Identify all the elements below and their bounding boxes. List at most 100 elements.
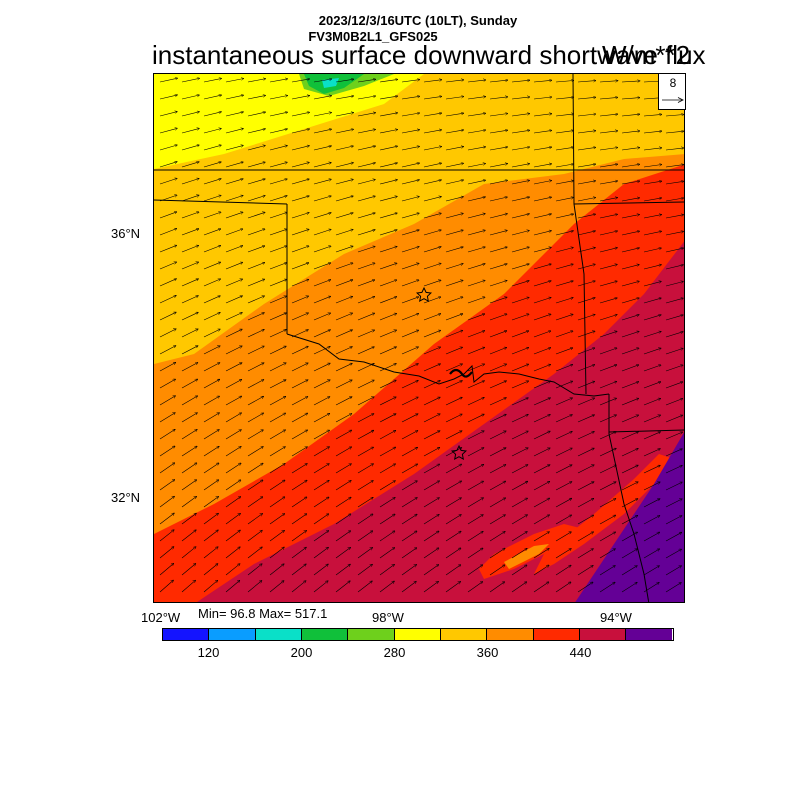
star-marker-okc [415,286,433,303]
wind-vector [467,147,486,151]
wind-vector [313,163,331,168]
colorbar-tick-label: 440 [569,645,592,660]
wind-vector [401,280,419,287]
map-canvas [154,74,684,602]
wind-vector [533,164,552,168]
wind-vector [423,498,439,508]
wind-vector [203,195,221,202]
wind-vector [269,279,287,287]
wind-vector [621,365,639,372]
wind-vector [181,78,200,83]
wind-vector [313,246,331,253]
wind-vector [203,446,219,457]
wind-vector [379,564,395,576]
wind-vector [335,380,352,389]
wind-vector [445,381,462,389]
wind-vector [467,481,484,491]
wind-vector [621,265,639,270]
wind-vector [533,398,551,406]
wind-vector [599,415,617,423]
wind-vector [621,515,638,525]
wind-vector [599,81,618,82]
wind-vector [247,179,265,185]
wind-vector [247,313,264,321]
lake-texoma [449,368,473,378]
wind-vector [621,382,639,389]
wind-vector [555,281,573,287]
wind-vector [533,130,552,134]
wind-vector [313,413,330,423]
wind-vector [445,163,464,168]
wind-vector [357,514,373,525]
wind-vector [357,113,376,117]
boundary-ar-la [608,429,684,433]
wind-vector [181,530,196,542]
wind-vector [247,514,263,525]
wind-vector [335,196,353,202]
wind-vector [269,497,285,508]
wind-vector [401,113,420,117]
boundary-ok-ar [572,74,587,395]
wind-vector [379,96,398,100]
wind-vector [511,515,528,525]
wind-vector [379,180,398,185]
wind-vector [335,447,352,457]
wind-vector [181,413,197,423]
wind-vector [445,314,463,321]
wind-vector [511,431,528,440]
wind-vector [511,565,527,576]
wind-vector [555,448,572,457]
wind-vector [181,312,198,321]
colorbar-tick-label: 360 [476,645,499,660]
wind-vector [291,179,309,185]
wind-vector [621,448,638,457]
wind-vector [489,314,507,321]
wind-vector [467,197,486,202]
wind-vector [379,146,398,151]
wind-vector [247,380,264,389]
wind-vector [489,414,506,423]
wind-vector [247,263,265,270]
wind-vector [489,180,508,185]
wind-vector [379,230,397,236]
wind-vector-field [159,78,684,593]
wind-vector [357,531,373,542]
wind-vector [313,96,332,100]
wind-vector [423,230,441,236]
lon-label-94w: 94°W [600,610,632,625]
wind-vector [423,96,442,100]
wind-vector [269,179,287,185]
wind-vector [401,414,418,423]
wind-vector [489,331,507,338]
wind-vector [533,114,552,117]
wind-vector [665,365,683,372]
wind-vector [203,246,221,253]
wind-vector [621,198,640,202]
wind-vector [643,566,659,576]
wind-vector [203,547,218,559]
wind-vector [445,464,462,474]
wind-vector [489,230,507,236]
wind-vector [379,447,396,457]
wind-vector [445,197,464,202]
wind-vector [225,112,244,117]
wind-vector [357,581,372,593]
wind-vector [181,195,199,202]
wind-vector [621,231,640,236]
wind-vector [467,414,484,423]
wind-vector [665,131,684,134]
wind-vector [203,279,221,287]
wind-vector [511,80,530,83]
colorbar-tick-label: 200 [290,645,313,660]
boundary-tx-la [608,394,650,602]
wind-vector [533,448,550,457]
wind-vector [445,147,464,151]
wind-vector [621,415,639,423]
colorbar-segment [487,629,534,640]
wind-vector [357,146,376,151]
wind-vector [533,147,552,151]
wind-vector [533,548,549,559]
wind-vector [335,397,352,406]
wind-vector [181,128,199,134]
wind-vector [665,583,681,593]
